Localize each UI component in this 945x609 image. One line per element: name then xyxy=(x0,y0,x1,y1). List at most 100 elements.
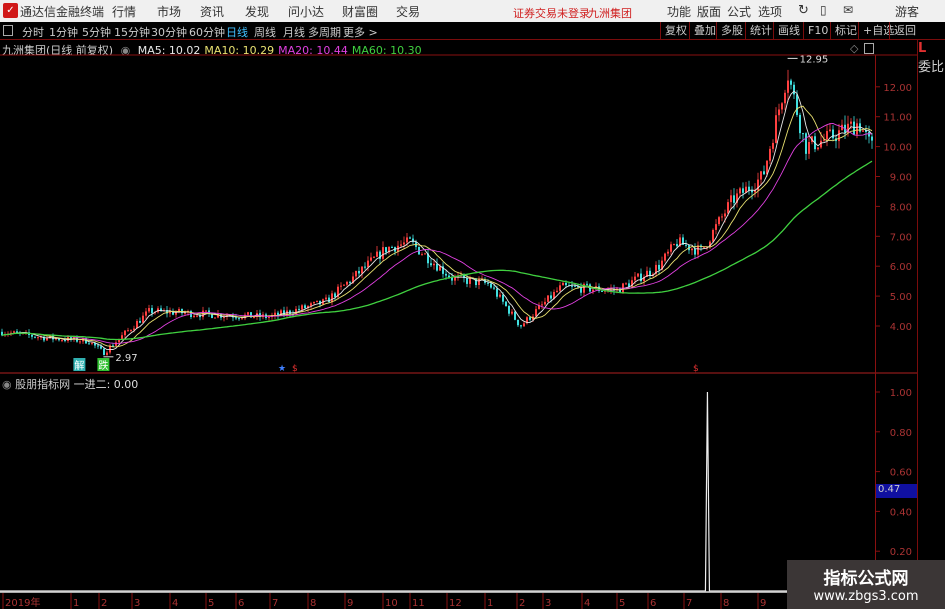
candle xyxy=(820,140,822,148)
x-tick-label: 6 xyxy=(650,598,656,609)
x-tick-label: 1 xyxy=(73,598,79,609)
settings-icon[interactable]: ◉ xyxy=(2,378,12,391)
s-marker-icon: $ xyxy=(292,364,298,374)
ma-label-3: MA60: 10.30 xyxy=(351,44,422,57)
candle xyxy=(145,311,147,316)
period-tab-0[interactable]: 分时 xyxy=(22,26,44,39)
price-tick: 10.00 xyxy=(883,143,912,154)
menu-right-3[interactable]: 选项 xyxy=(758,5,783,19)
period-tab-2[interactable]: 5分钟 xyxy=(82,26,111,39)
panel-toggle-icon[interactable] xyxy=(3,25,13,36)
candle xyxy=(49,335,51,338)
user-label[interactable]: 游客 xyxy=(895,5,920,19)
candle xyxy=(850,121,852,124)
toolbar-button-4[interactable]: 画线 xyxy=(773,22,804,40)
settings-icon[interactable]: ◉ xyxy=(120,44,131,57)
period-tab-3[interactable]: 15分钟 xyxy=(114,26,150,39)
candle xyxy=(268,317,270,319)
period-tab-5[interactable]: 60分钟 xyxy=(189,26,225,39)
candle xyxy=(301,305,303,310)
period-tab-1[interactable]: 1分钟 xyxy=(49,26,78,39)
ma-line-20 xyxy=(1,123,873,344)
period-tab-9[interactable]: 多周期 xyxy=(308,26,341,39)
candle xyxy=(355,270,357,277)
toolbar-button-0[interactable]: 复权 xyxy=(660,22,691,40)
candle xyxy=(121,335,123,339)
toolbar-button-3[interactable]: 统计 xyxy=(745,22,776,40)
candle xyxy=(253,316,255,318)
candle xyxy=(364,266,366,268)
toolbar-button-1[interactable]: 叠加 xyxy=(689,22,720,40)
candle xyxy=(583,283,585,293)
chart-title: 九洲集团(日线 前复权) ◉ MA5: 10.02 MA10: 10.29 MA20… xyxy=(2,42,430,58)
candle xyxy=(340,285,342,287)
login-notice[interactable]: 证券交易未登录 xyxy=(513,7,590,20)
candle xyxy=(838,130,840,142)
candle xyxy=(793,84,795,95)
toolbar-button-5[interactable]: F10 xyxy=(803,22,832,40)
candle xyxy=(739,188,741,194)
price-tick: 5.00 xyxy=(890,292,912,303)
period-tab-10[interactable]: 更多 > xyxy=(343,26,378,39)
candle xyxy=(208,310,210,314)
period-tab-4[interactable]: 30分钟 xyxy=(151,26,187,39)
menu-right-1[interactable]: 版面 xyxy=(697,5,722,19)
star-icon: ★ xyxy=(278,364,286,374)
period-tab-6[interactable]: 日线 xyxy=(226,26,248,39)
period-tab-7[interactable]: 周线 xyxy=(254,26,276,39)
candle xyxy=(694,248,696,255)
candle xyxy=(706,246,708,248)
candle xyxy=(445,273,447,276)
candle xyxy=(448,275,450,278)
quote-field-0[interactable]: 委比 xyxy=(918,59,945,75)
price-chart[interactable]: 12.0011.0010.009.008.007.006.005.004.001… xyxy=(0,0,917,609)
candle xyxy=(13,331,15,333)
candle xyxy=(742,188,744,193)
x-tick-label: 2 xyxy=(519,598,525,609)
quote-panel: L 委比卖五卖四卖三卖二卖一买一买二买三买四买五现价涨跌涨幅总量外盘换手净资收益… xyxy=(917,40,945,609)
candle xyxy=(289,310,291,314)
menu-right-2[interactable]: 公式 xyxy=(727,5,752,19)
candle xyxy=(718,217,720,225)
indicator-tick: 0.80 xyxy=(890,428,912,439)
menu-4[interactable]: 问小达 xyxy=(288,5,325,19)
layout-icon[interactable] xyxy=(864,43,874,54)
toolbar-button-7[interactable]: +自选 xyxy=(858,22,898,40)
refresh-icon[interactable]: ↻ xyxy=(798,3,809,18)
candle xyxy=(388,246,390,253)
candle xyxy=(712,229,714,242)
phone-icon[interactable]: ▯ xyxy=(820,3,827,17)
diamond-icon[interactable]: ◇ xyxy=(850,42,859,55)
x-tick-label: 2 xyxy=(101,598,107,609)
candle xyxy=(91,342,93,344)
x-tick-label: 12 xyxy=(449,598,462,609)
mail-icon[interactable]: ✉ xyxy=(843,3,854,17)
candle xyxy=(646,270,648,277)
candle xyxy=(454,276,456,281)
menu-right-0[interactable]: 功能 xyxy=(667,5,692,19)
menu-0[interactable]: 行情 xyxy=(112,5,137,19)
x-tick-label: 9 xyxy=(347,598,353,609)
x-tick-label: 3 xyxy=(134,598,140,609)
candle xyxy=(631,280,633,287)
menu-3[interactable]: 发现 xyxy=(245,5,270,19)
toolbar-button-8[interactable]: 返回 xyxy=(889,22,920,40)
candle xyxy=(361,266,363,274)
toolbar-button-6[interactable]: 标记 xyxy=(830,22,861,40)
candle xyxy=(283,310,285,315)
menu-6[interactable]: 交易 xyxy=(396,5,421,19)
menu-2[interactable]: 资讯 xyxy=(200,5,225,19)
menu-1[interactable]: 市场 xyxy=(157,5,182,19)
toolbar-button-2[interactable]: 多股 xyxy=(716,22,747,40)
candle xyxy=(856,123,858,135)
x-tick-label: 2019年 xyxy=(5,596,40,609)
candle xyxy=(325,297,327,300)
period-tab-8[interactable]: 月线 xyxy=(283,26,305,39)
candle xyxy=(784,92,786,104)
candle xyxy=(553,291,555,299)
price-tick: 4.00 xyxy=(890,322,912,333)
candle xyxy=(523,323,525,327)
candle xyxy=(682,237,684,245)
menu-5[interactable]: 财富圈 xyxy=(342,5,379,19)
candle xyxy=(247,312,249,315)
